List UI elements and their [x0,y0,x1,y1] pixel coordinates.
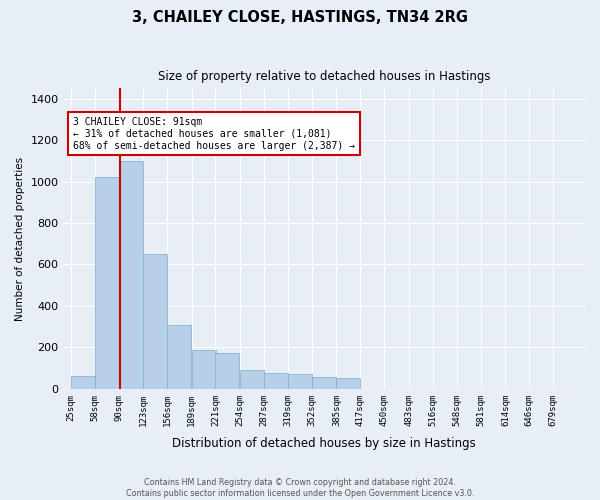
Bar [240,370,263,389]
Bar [215,352,239,389]
Bar [71,376,95,389]
Bar [167,324,191,389]
Bar [337,378,360,389]
Y-axis label: Number of detached properties: Number of detached properties [15,156,25,320]
Bar [143,254,167,389]
Bar [192,350,215,389]
Bar [288,374,311,389]
Title: Size of property relative to detached houses in Hastings: Size of property relative to detached ho… [158,70,491,83]
Text: 3 CHAILEY CLOSE: 91sqm
← 31% of detached houses are smaller (1,081)
68% of semi-: 3 CHAILEY CLOSE: 91sqm ← 31% of detached… [73,118,355,150]
Bar [95,178,119,389]
Text: 3, CHAILEY CLOSE, HASTINGS, TN34 2RG: 3, CHAILEY CLOSE, HASTINGS, TN34 2RG [132,10,468,25]
Bar [119,161,143,389]
Bar [312,378,336,389]
Text: Contains HM Land Registry data © Crown copyright and database right 2024.
Contai: Contains HM Land Registry data © Crown c… [126,478,474,498]
X-axis label: Distribution of detached houses by size in Hastings: Distribution of detached houses by size … [172,437,476,450]
Bar [264,373,288,389]
